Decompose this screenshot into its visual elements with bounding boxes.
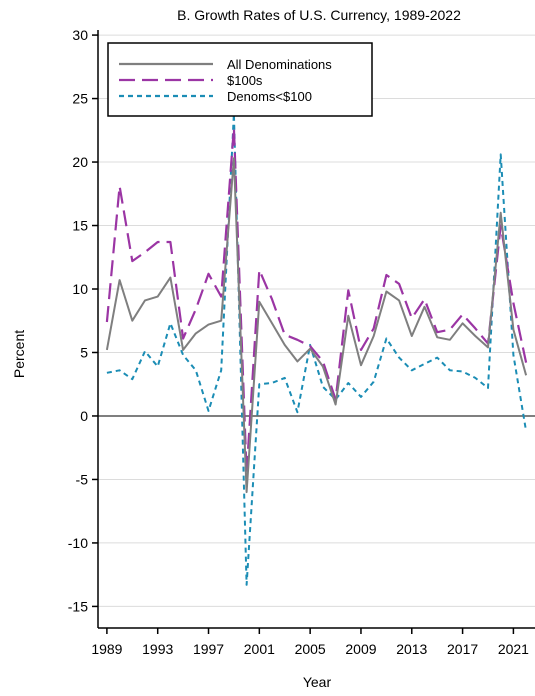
- y-tick-label: 30: [72, 27, 88, 43]
- y-tick-label: 25: [72, 91, 88, 107]
- x-tick-label: 2009: [345, 641, 376, 657]
- legend-label-0: All Denominations: [227, 57, 332, 72]
- y-tick-label: 15: [72, 218, 88, 234]
- series-lines: [105, 112, 528, 586]
- y-tick-label: -5: [76, 471, 89, 487]
- y-tick-label: 0: [80, 408, 88, 424]
- x-tick-label: 2005: [295, 641, 326, 657]
- chart-title: B. Growth Rates of U.S. Currency, 1989-2…: [177, 7, 461, 23]
- x-tick-label: 2013: [396, 641, 427, 657]
- y-axis-ticks: -15 -10 -5 0 5 10 15 20 25 30: [68, 27, 98, 614]
- x-tick-label: 1993: [142, 641, 173, 657]
- x-tick-label: 2017: [447, 641, 478, 657]
- y-tick-label: 20: [72, 154, 88, 170]
- y-tick-label: -15: [68, 598, 88, 614]
- x-axis-ticks: 1989 1993 1997 2001 2005 2009 2013 2017 2021: [91, 628, 529, 657]
- y-tick-label: -10: [68, 535, 88, 551]
- series-line-2: [106, 112, 528, 586]
- y-axis-label: Percent: [11, 330, 27, 378]
- x-tick-label: 1997: [193, 641, 224, 657]
- series-line-1: [105, 126, 528, 475]
- y-tick-label: 10: [72, 281, 88, 297]
- x-tick-label: 2021: [498, 641, 529, 657]
- x-tick-label: 1989: [91, 641, 122, 657]
- series-line-0: [105, 157, 528, 494]
- x-tick-label: 2001: [244, 641, 275, 657]
- legend-label-2: Denoms<$100: [227, 89, 312, 104]
- y-tick-label: 5: [80, 344, 88, 360]
- legend-label-1: $100s: [227, 73, 263, 88]
- x-axis-label: Year: [303, 674, 332, 690]
